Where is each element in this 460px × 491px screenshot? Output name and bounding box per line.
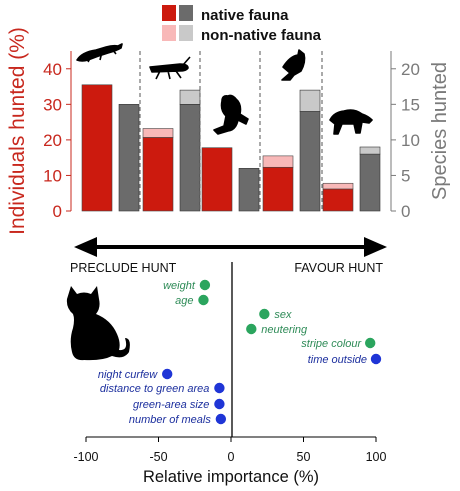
left-tick-label: 20 (43, 131, 62, 150)
scatter-point (162, 368, 173, 380)
scatter-point (199, 279, 211, 291)
right-tick-label: 0 (401, 202, 410, 221)
bar-chart: native fauna non-native fauna 010203040 … (6, 5, 451, 235)
right-tick-label: 10 (401, 131, 420, 150)
scatter-point (215, 413, 227, 425)
bar-species-native (238, 168, 260, 212)
left-tick-label: 0 (53, 202, 62, 221)
bar-species-native (118, 104, 140, 212)
bird-icon (281, 49, 306, 81)
legend-native-label: native fauna (201, 7, 289, 24)
bar-species-native (359, 153, 381, 212)
direction-arrows: PRECLUDE HUNT FAVOUR HUNT (70, 237, 387, 275)
point-label: time outside (308, 354, 367, 366)
lizard-icon (76, 43, 123, 63)
preclude-hunt-label: PRECLUDE HUNT (70, 261, 177, 275)
x-tick-label: -100 (73, 450, 98, 464)
arrow-right-head (364, 237, 387, 257)
bar-species-nonnative (359, 146, 381, 155)
scatter-point (259, 308, 270, 320)
point-label: age (175, 295, 193, 307)
scatter-point (246, 323, 257, 335)
scatter-point (198, 294, 209, 306)
bar-individuals-native (142, 137, 174, 212)
left-axis-label: Individuals hunted (%) (6, 27, 29, 235)
point-label: distance to green area (100, 383, 209, 395)
right-tick-label: 5 (401, 166, 410, 185)
scatter-point (214, 398, 225, 410)
left-tick-label: 40 (43, 60, 62, 79)
bar-individuals-nonnative (322, 182, 354, 190)
point-label: neutering (261, 324, 308, 336)
bar-individuals-nonnative (262, 155, 294, 168)
bar-individuals-native (81, 84, 113, 212)
bars (81, 84, 381, 212)
left-tick-label: 30 (43, 95, 62, 114)
scatter-point (214, 382, 225, 394)
point-label: weight (163, 280, 196, 292)
legend: native fauna non-native fauna (162, 5, 322, 44)
x-tick-label: 50 (297, 450, 311, 464)
bar-species-nonnative (299, 89, 321, 112)
bar-species-nonnative (179, 89, 201, 105)
bar-individuals-native (322, 188, 354, 212)
legend-native-red-swatch (162, 5, 176, 21)
x-axis-ticks: -100 -50 0 50 100 (73, 437, 386, 464)
x-tick-label: 0 (228, 450, 235, 464)
left-tick-label: 10 (43, 166, 62, 185)
point-label: number of meals (129, 414, 211, 426)
scatter-chart: -100 -50 0 50 100 Relative importance (%) we… (66, 262, 386, 486)
x-tick-label: 100 (366, 450, 387, 464)
bar-species-native (299, 111, 321, 212)
x-tick-label: -50 (149, 450, 167, 464)
insect-icon (149, 56, 191, 80)
scatter-point (370, 353, 382, 365)
bar-individuals-native (262, 166, 294, 212)
group-separators (139, 51, 323, 211)
x-axis-label: Relative importance (%) (143, 468, 319, 486)
bar-species-native (179, 104, 201, 212)
cat-icon (66, 286, 130, 361)
legend-nonnative-grey-swatch (179, 25, 193, 41)
favour-hunt-label: FAVOUR HUNT (294, 261, 383, 275)
right-axis-ticks: 0 5 10 15 20 (391, 60, 420, 221)
mammal-icon (329, 109, 373, 135)
right-axis-label: Species hunted (429, 62, 451, 200)
right-tick-label: 15 (401, 95, 420, 114)
points: weight age sex neutering stripe colour time o… (98, 279, 382, 426)
arrow-left-head (74, 237, 97, 257)
point-label: stripe colour (301, 338, 362, 350)
left-axis-ticks: 0 10 20 30 40 (43, 60, 71, 221)
bar-individuals-nonnative (142, 128, 174, 138)
group-icons (76, 43, 373, 135)
legend-native-grey-swatch (179, 5, 193, 21)
frog-icon (213, 94, 249, 135)
point-label: sex (274, 309, 292, 321)
point-label: night curfew (98, 369, 158, 381)
scatter-point (365, 337, 376, 349)
bar-individuals-native (201, 147, 233, 212)
legend-nonnative-red-swatch (162, 25, 176, 41)
point-label: green-area size (133, 399, 209, 411)
right-tick-label: 20 (401, 60, 420, 79)
legend-nonnative-label: non-native fauna (201, 27, 322, 44)
